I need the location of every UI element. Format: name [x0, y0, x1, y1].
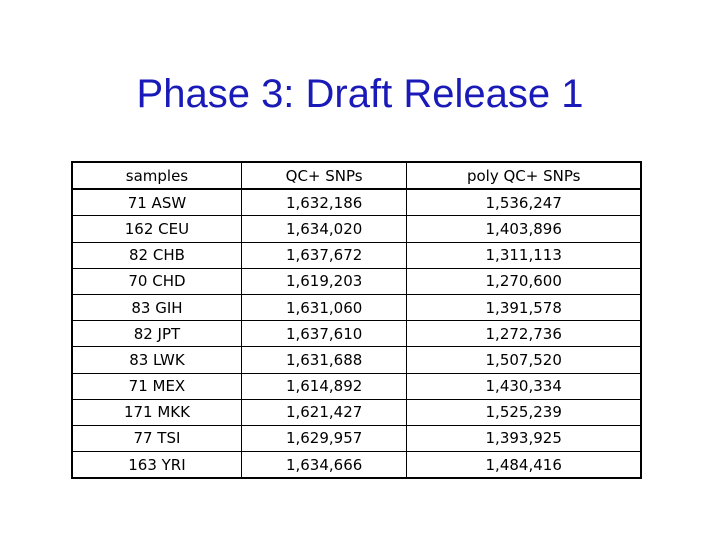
header-samples: samples [71, 162, 242, 191]
table-row: 83 GIH 1,631,060 1,391,578 [71, 294, 642, 322]
cell-samples: 77 TSI [71, 425, 242, 453]
cell-samples: 163 YRI [71, 451, 242, 479]
table-row: 71 ASW 1,632,186 1,536,247 [71, 189, 642, 217]
table-row: 70 CHD 1,619,203 1,270,600 [71, 268, 642, 295]
cell-poly-qc-snps: 1,391,578 [406, 294, 642, 322]
table-row: 162 CEU 1,634,020 1,403,896 [71, 215, 642, 243]
cell-poly-qc-snps: 1,311,113 [406, 242, 642, 269]
cell-samples: 82 JPT [71, 320, 242, 348]
cell-samples: 82 CHB [71, 242, 242, 269]
cell-samples: 71 ASW [71, 189, 242, 217]
cell-poly-qc-snps: 1,525,239 [406, 399, 642, 426]
cell-poly-qc-snps: 1,393,925 [406, 425, 642, 453]
table-row: 82 JPT 1,637,610 1,272,736 [71, 320, 642, 348]
cell-qc-snps: 1,631,688 [240, 346, 408, 374]
table-row: 71 MEX 1,614,892 1,430,334 [71, 373, 642, 400]
cell-samples: 162 CEU [71, 215, 242, 243]
cell-samples: 83 GIH [71, 294, 242, 322]
cell-qc-snps: 1,637,672 [240, 242, 408, 269]
table-row: 163 YRI 1,634,666 1,484,416 [71, 451, 642, 479]
cell-qc-snps: 1,619,203 [240, 268, 408, 295]
cell-poly-qc-snps: 1,272,736 [406, 320, 642, 348]
table-row: 77 TSI 1,629,957 1,393,925 [71, 425, 642, 453]
cell-samples: 71 MEX [71, 373, 242, 400]
cell-qc-snps: 1,629,957 [240, 425, 408, 453]
snp-table: samples QC+ SNPs poly QC+ SNPs 71 ASW 1,… [71, 161, 642, 480]
cell-qc-snps: 1,632,186 [240, 189, 408, 217]
cell-qc-snps: 1,614,892 [240, 373, 408, 400]
cell-poly-qc-snps: 1,484,416 [406, 451, 642, 479]
table-row: 171 MKK 1,621,427 1,525,239 [71, 399, 642, 426]
cell-qc-snps: 1,631,060 [240, 294, 408, 322]
cell-qc-snps: 1,621,427 [240, 399, 408, 426]
cell-poly-qc-snps: 1,536,247 [406, 189, 642, 217]
cell-qc-snps: 1,637,610 [240, 320, 408, 348]
cell-qc-snps: 1,634,666 [240, 451, 408, 479]
cell-qc-snps: 1,634,020 [240, 215, 408, 243]
slide-title: Phase 3: Draft Release 1 [136, 72, 584, 116]
cell-poly-qc-snps: 1,507,520 [406, 346, 642, 374]
table-header-row: samples QC+ SNPs poly QC+ SNPs [71, 162, 642, 191]
cell-poly-qc-snps: 1,270,600 [406, 268, 642, 295]
cell-samples: 171 MKK [71, 399, 242, 426]
cell-poly-qc-snps: 1,403,896 [406, 215, 642, 243]
cell-poly-qc-snps: 1,430,334 [406, 373, 642, 400]
table-row: 83 LWK 1,631,688 1,507,520 [71, 346, 642, 374]
header-poly-qc-snps: poly QC+ SNPs [406, 162, 642, 191]
table-row: 82 CHB 1,637,672 1,311,113 [71, 242, 642, 269]
cell-samples: 70 CHD [71, 268, 242, 295]
header-qc-snps: QC+ SNPs [240, 162, 408, 191]
cell-samples: 83 LWK [71, 346, 242, 374]
